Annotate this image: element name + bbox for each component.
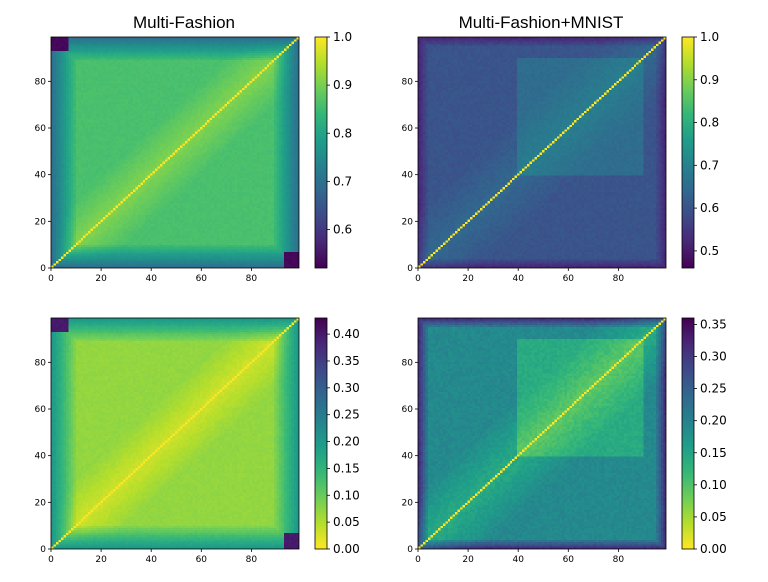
x-tick-label: 60 <box>196 274 208 284</box>
x-tick-label: 80 <box>613 274 625 284</box>
colorbar-tick-label: 0.35 <box>700 317 727 331</box>
heatmap-cells <box>51 37 299 268</box>
y-tick-label: 0 <box>40 545 46 555</box>
x-tick-label: 60 <box>196 555 208 565</box>
x-tick-label: 80 <box>613 555 625 565</box>
heatmap-panels: 0 20 40 60 80 0 20 40 60 80 1.0 0.9 0.8 0.7 0.6 0 20 40 60… <box>35 30 727 565</box>
colorbar-tick-label: 0.8 <box>700 116 719 130</box>
colorbar-tick-label: 0.20 <box>333 435 360 449</box>
colorbar-tick-label: 0.7 <box>700 158 719 172</box>
colorbar-tick-label: 1.0 <box>700 30 719 44</box>
heatmap-frame <box>417 36 667 269</box>
colorbar-tick-label: 0.9 <box>333 78 352 92</box>
colorbar-frame <box>314 317 328 550</box>
y-tick-label: 60 <box>35 405 47 415</box>
y-tick-label: 0 <box>407 264 413 274</box>
colorbar-tick-label: 0.40 <box>333 327 360 341</box>
colorbar-tick-label: 0.10 <box>333 488 360 502</box>
x-tick-label: 80 <box>246 555 258 565</box>
y-tick-label: 20 <box>35 498 47 508</box>
colorbar-tick-label: 0.20 <box>700 414 727 428</box>
y-tick-label: 80 <box>402 77 414 87</box>
heatmap-panel-2: 0 20 40 60 80 0 20 40 60 80 1.0 0.9 0.8 0.7 0.6 0.5 <box>402 30 720 284</box>
colorbar-gradient <box>315 37 327 268</box>
colorbar-frame <box>681 36 695 269</box>
colorbar-gradient <box>682 37 694 268</box>
y-tick-label: 80 <box>402 358 414 368</box>
colorbar-tick-label: 0.6 <box>333 223 352 237</box>
colorbar-tick-label: 0.15 <box>700 446 727 460</box>
x-tick-label: 20 <box>462 555 474 565</box>
colorbar-tick-label: 0.25 <box>700 382 727 396</box>
heatmap-cells <box>418 318 666 549</box>
x-tick-label: 40 <box>512 274 524 284</box>
x-tick-label: 0 <box>48 555 54 565</box>
colorbar-tick-label: 0.8 <box>333 126 352 140</box>
heatmap-panel-4: 0 20 40 60 80 0 20 40 60 80 0.35 0.30 0.25 0.20 0.15 0.… <box>402 317 727 565</box>
y-tick-label: 80 <box>35 77 47 87</box>
colorbar-tick-label: 0.15 <box>333 461 360 475</box>
x-tick-label: 40 <box>512 555 524 565</box>
y-tick-label: 60 <box>402 405 414 415</box>
colorbar-tick-label: 0.5 <box>700 244 719 258</box>
heatmap-frame <box>50 36 300 269</box>
colorbar-tick-label: 0.25 <box>333 408 360 422</box>
colorbar-tick-label: 1.0 <box>333 30 352 44</box>
colorbar-frame <box>681 317 695 550</box>
x-tick-label: 60 <box>563 555 575 565</box>
x-tick-label: 40 <box>145 274 157 284</box>
y-tick-label: 20 <box>35 217 47 227</box>
y-tick-label: 20 <box>402 217 414 227</box>
x-tick-label: 20 <box>95 555 107 565</box>
heatmap-frame <box>417 317 667 550</box>
colorbar-tick-label: 0.30 <box>333 381 360 395</box>
x-tick-label: 40 <box>145 555 157 565</box>
y-tick-label: 0 <box>40 264 46 274</box>
colorbar-tick-label: 0.7 <box>333 174 352 188</box>
colorbar-tick-label: 0.05 <box>700 510 727 524</box>
colorbar-tick-label: 0.00 <box>333 542 360 556</box>
y-tick-label: 40 <box>402 452 414 462</box>
y-tick-label: 40 <box>35 171 47 181</box>
y-tick-label: 40 <box>402 171 414 181</box>
heatmap-frame <box>50 317 300 550</box>
y-tick-label: 80 <box>35 358 47 368</box>
x-tick-label: 60 <box>563 274 575 284</box>
heatmap-cells <box>418 37 666 268</box>
heatmap-panel-3: 0 20 40 60 80 0 20 40 60 80 0.40 0.35 0.30 0.25 0.20 0.… <box>35 317 360 565</box>
colorbar-tick-label: 0.05 <box>333 515 360 529</box>
x-tick-label: 80 <box>246 274 258 284</box>
y-tick-label: 0 <box>407 545 413 555</box>
colorbar-tick-label: 0.30 <box>700 350 727 364</box>
colorbar-frame <box>314 36 328 269</box>
colorbar-tick-label: 0.6 <box>700 201 719 215</box>
x-tick-label: 20 <box>95 274 107 284</box>
y-tick-label: 40 <box>35 452 47 462</box>
y-tick-label: 20 <box>402 498 414 508</box>
colorbar-tick-label: 0.9 <box>700 73 719 87</box>
heatmap-panel-1: 0 20 40 60 80 0 20 40 60 80 1.0 0.9 0.8 0.7 0.6 <box>35 30 353 284</box>
x-tick-label: 0 <box>48 274 54 284</box>
panel-title-multi-fashion-mnist: Multi-Fashion+MNIST <box>459 13 624 32</box>
colorbar-tick-label: 0.35 <box>333 354 360 368</box>
heatmap-cells <box>51 318 299 549</box>
x-tick-label: 0 <box>415 274 421 284</box>
colorbar-tick-label: 0.00 <box>700 542 727 556</box>
colorbar-gradient <box>682 318 694 549</box>
y-tick-label: 60 <box>35 124 47 134</box>
x-tick-label: 20 <box>462 274 474 284</box>
panel-title-multi-fashion: Multi-Fashion <box>133 13 235 32</box>
colorbar-tick-label: 0.10 <box>700 478 727 492</box>
colorbar-gradient <box>315 318 327 549</box>
x-tick-label: 0 <box>415 555 421 565</box>
y-tick-label: 60 <box>402 124 414 134</box>
